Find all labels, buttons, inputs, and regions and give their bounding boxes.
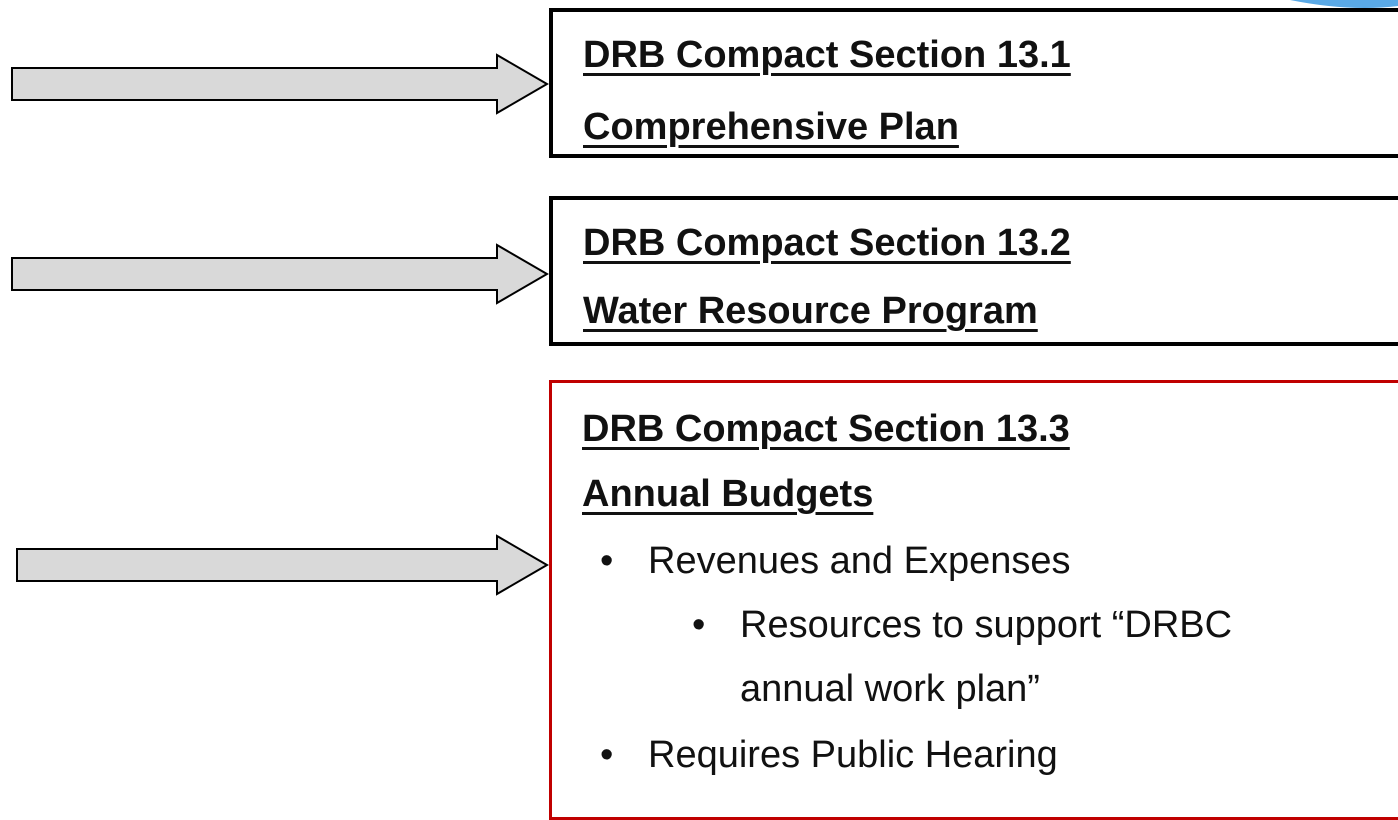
box-subtitle: Annual Budgets [582, 473, 874, 515]
sub-bullet: • Resources to support “DRBC annual work … [692, 604, 1233, 710]
box-subtitle: Comprehensive Plan [583, 106, 959, 148]
box-title: DRB Compact Section 13.2 [583, 222, 1071, 264]
arrows [11, 0, 1398, 596]
arrow [11, 243, 549, 305]
arrow [16, 534, 549, 596]
decor-swoosh [1290, 0, 1398, 8]
box-title: DRB Compact Section 13.1 [583, 34, 1071, 76]
bullet-text: Requires Public Hearing [648, 734, 1058, 776]
section-box: DRB Compact Section 13.3 Annual Budgets … [549, 380, 1398, 820]
bullet-text: Revenues and Expenses [648, 540, 1071, 582]
slide: {"boxes": [ {"title": "DRB Compact Secti… [11, 0, 1398, 820]
section-box: DRB Compact Section 13.1 Comprehensive P… [549, 8, 1398, 158]
arrow [11, 53, 549, 115]
box-title: DRB Compact Section 13.3 [582, 408, 1070, 450]
box-subtitle: Water Resource Program [583, 290, 1038, 332]
bullet: • Requires Public Hearing [600, 734, 1058, 776]
section-box: DRB Compact Section 13.2 Water Resource … [549, 196, 1398, 346]
bullet: • Revenues and Expenses [600, 540, 1071, 582]
sub-bullet-text: Resources to support “DRBC annual work p… [740, 604, 1233, 710]
